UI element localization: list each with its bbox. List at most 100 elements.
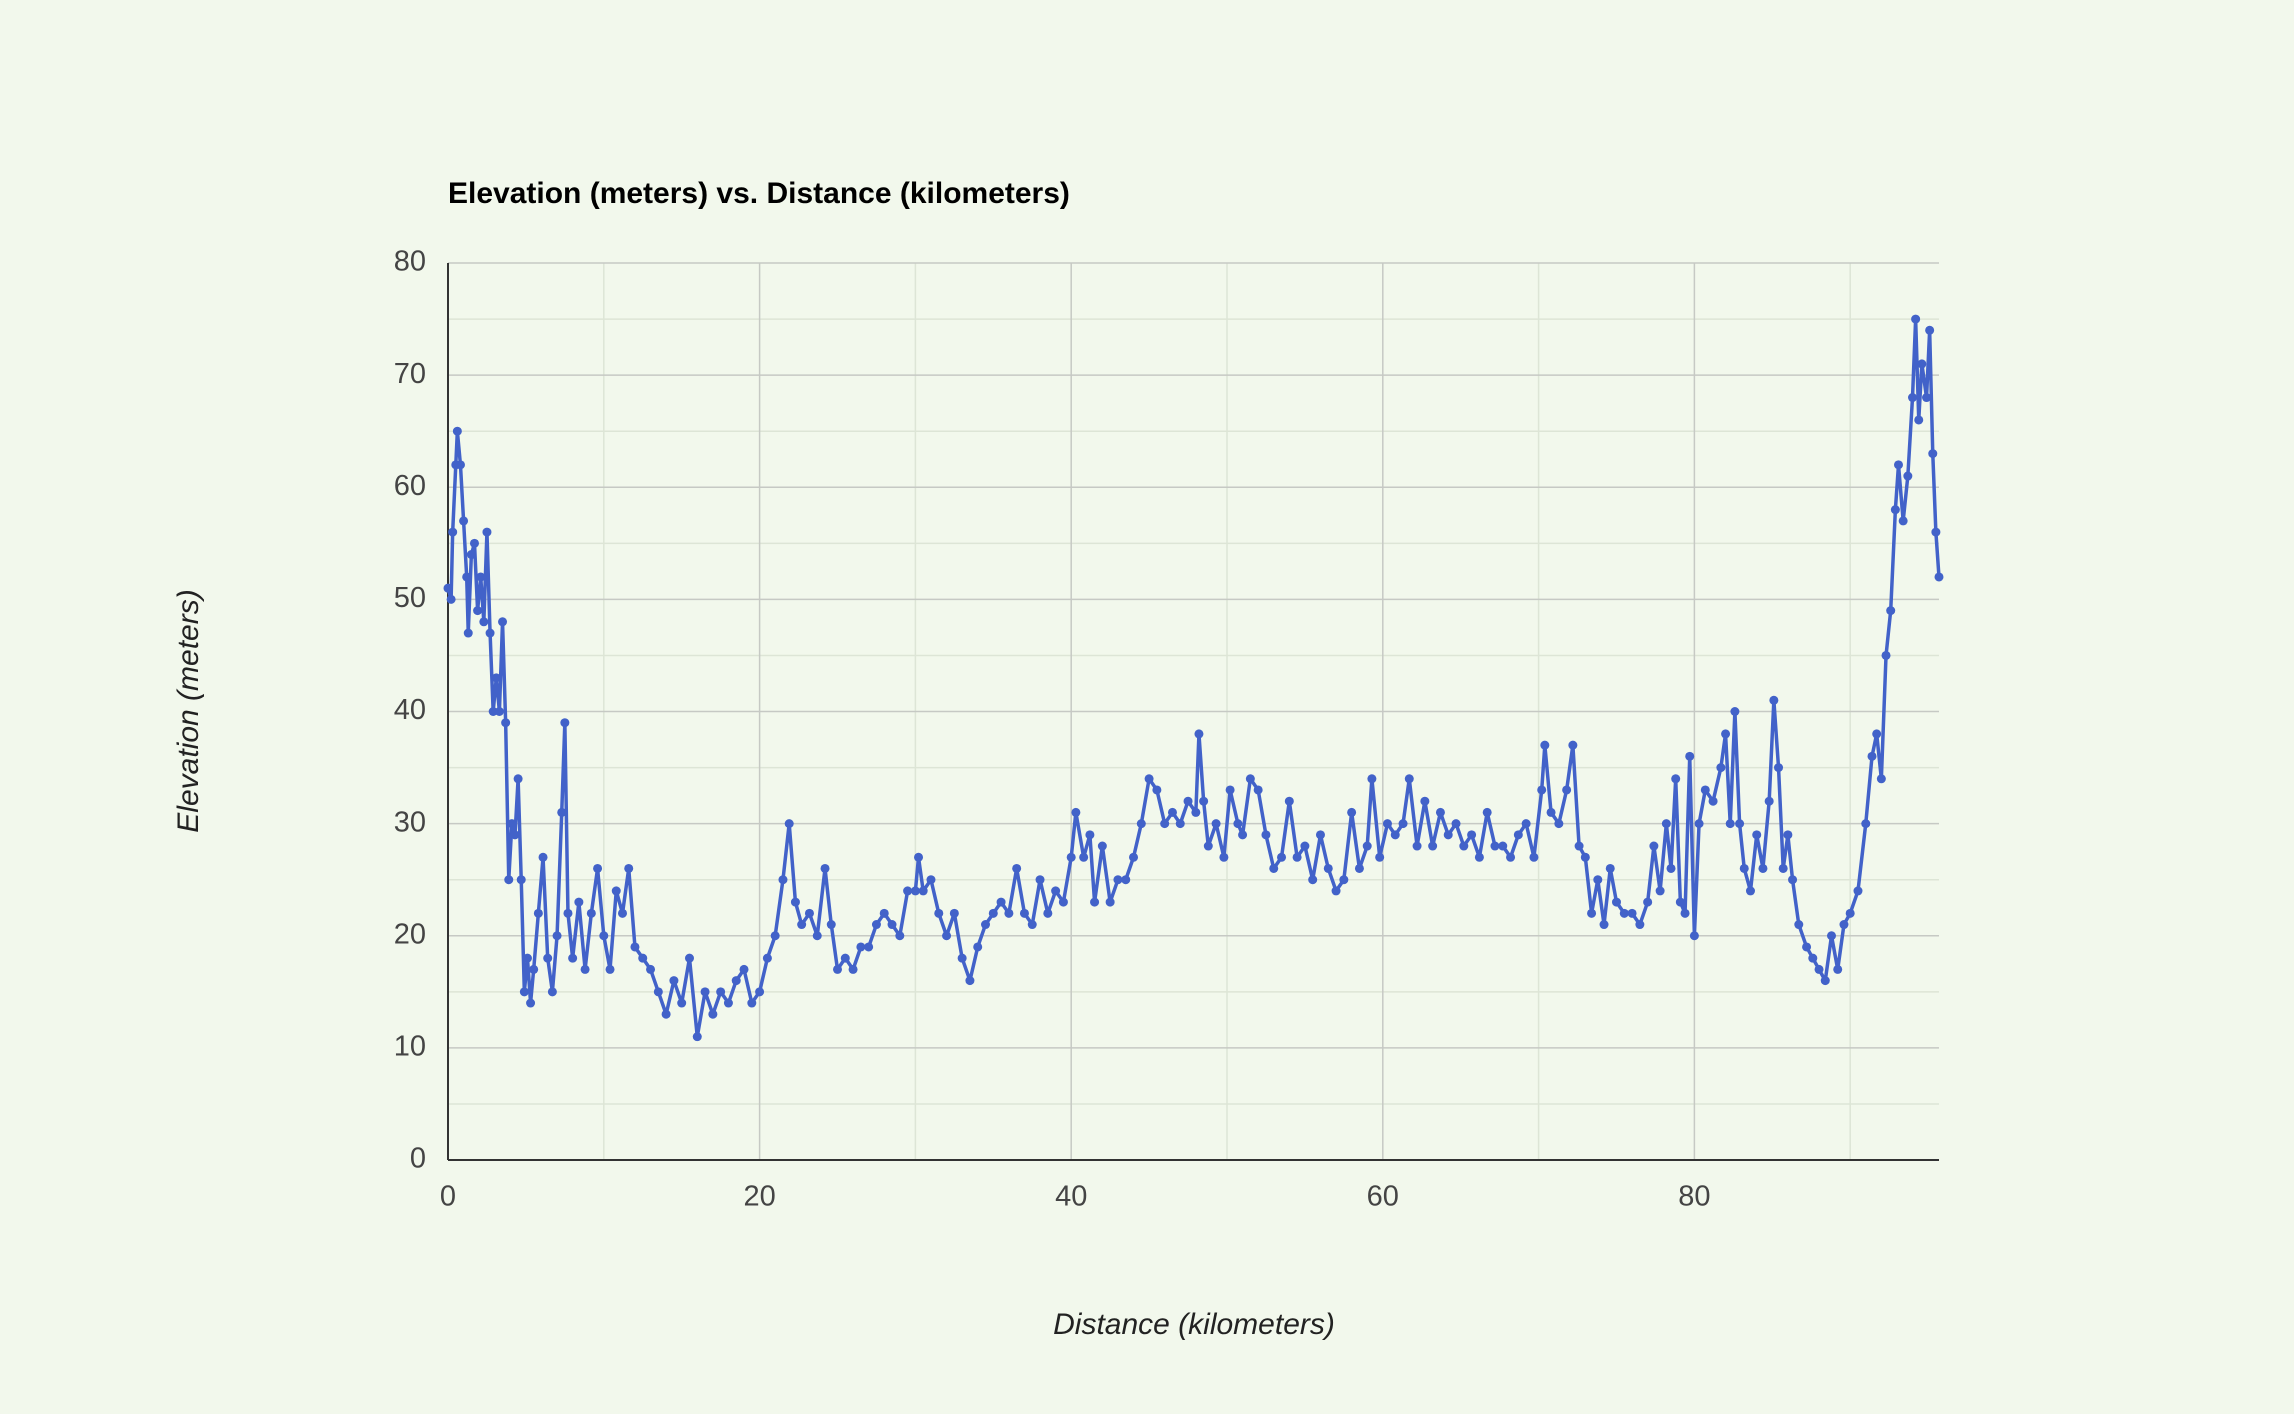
data-point — [462, 572, 472, 582]
y-tick-label: 40 — [394, 694, 426, 726]
data-point — [1574, 841, 1584, 851]
data-point — [1861, 819, 1871, 829]
data-point — [1911, 314, 1921, 324]
data-point — [739, 964, 749, 974]
data-point — [526, 998, 536, 1008]
data-point — [1619, 908, 1629, 918]
data-point — [1144, 774, 1154, 784]
y-tick-label: 70 — [394, 358, 426, 390]
data-point — [708, 1009, 718, 1019]
data-point — [1593, 875, 1603, 885]
data-point — [1554, 819, 1564, 829]
data-point — [1903, 471, 1913, 481]
data-point — [856, 942, 866, 952]
data-point — [1136, 819, 1146, 829]
data-point — [762, 953, 772, 963]
data-point — [1666, 863, 1676, 873]
data-point — [1649, 841, 1659, 851]
y-axis-title: Elevation (meters) — [172, 589, 205, 832]
data-point — [1323, 863, 1333, 873]
data-point — [1661, 819, 1671, 829]
data-point — [1685, 751, 1695, 761]
data-point — [1872, 729, 1882, 739]
data-point — [770, 931, 780, 941]
data-point — [1611, 897, 1621, 907]
data-point — [1655, 886, 1665, 896]
data-point — [1708, 796, 1718, 806]
data-point — [1347, 807, 1357, 817]
data-point — [895, 931, 905, 941]
y-tick-label: 10 — [394, 1031, 426, 1063]
data-point — [1671, 774, 1681, 784]
data-point — [1700, 785, 1710, 795]
data-point — [661, 1009, 671, 1019]
data-point — [1925, 325, 1935, 335]
data-point — [1451, 819, 1461, 829]
data-point — [790, 897, 800, 907]
data-point — [1721, 729, 1731, 739]
data-point — [1853, 886, 1863, 896]
elevation-line — [446, 317, 1941, 1039]
chart-title: Elevation (meters) vs. Distance (kilomet… — [448, 177, 1070, 210]
data-point — [1035, 875, 1045, 885]
data-point — [1300, 841, 1310, 851]
data-point — [1412, 841, 1422, 851]
data-point — [1238, 830, 1248, 840]
data-point — [1627, 908, 1637, 918]
data-point — [1778, 863, 1788, 873]
data-point — [1382, 819, 1392, 829]
data-point — [1194, 729, 1204, 739]
data-point — [903, 886, 913, 896]
data-point — [1435, 807, 1445, 817]
data-point — [826, 920, 836, 930]
data-point — [1922, 393, 1932, 403]
data-point — [1917, 359, 1927, 369]
data-point — [1893, 460, 1903, 470]
data-point — [538, 852, 548, 862]
data-point — [1833, 964, 1843, 974]
plot-area — [443, 314, 1944, 1042]
data-point — [1808, 953, 1818, 963]
y-tick-label: 0 — [410, 1143, 426, 1175]
data-point — [1758, 863, 1768, 873]
data-point — [1802, 942, 1812, 952]
data-point — [1675, 897, 1685, 907]
data-point — [586, 908, 596, 918]
data-point — [677, 998, 687, 1008]
data-point — [1934, 572, 1944, 582]
data-point — [778, 875, 788, 885]
data-point — [692, 1032, 702, 1042]
data-point — [463, 628, 473, 638]
data-point — [949, 908, 959, 918]
data-point — [1233, 819, 1243, 829]
data-point — [485, 628, 495, 638]
data-point — [1890, 505, 1900, 515]
data-point — [466, 550, 476, 560]
data-point — [1513, 830, 1523, 840]
data-point — [848, 964, 858, 974]
data-point — [574, 897, 584, 907]
y-tick-label: 60 — [394, 470, 426, 502]
data-point — [1794, 920, 1804, 930]
data-point — [507, 819, 517, 829]
x-axis-title: Distance (kilometers) — [1053, 1308, 1335, 1341]
data-point — [1537, 785, 1547, 795]
x-tick-label: 80 — [1678, 1181, 1710, 1213]
data-point — [510, 830, 520, 840]
data-point — [755, 987, 765, 997]
data-point — [560, 718, 570, 728]
data-point — [934, 908, 944, 918]
data-point — [1339, 875, 1349, 885]
data-point — [488, 707, 498, 716]
data-point — [494, 707, 504, 716]
data-point — [624, 863, 634, 873]
data-point — [731, 976, 741, 986]
data-point — [1774, 763, 1784, 773]
data-point — [1820, 976, 1830, 986]
data-point — [1085, 830, 1095, 840]
data-point — [491, 673, 501, 683]
data-point — [1580, 852, 1590, 862]
data-point — [1203, 841, 1213, 851]
y-tick-label: 20 — [394, 918, 426, 950]
data-point — [957, 953, 967, 963]
